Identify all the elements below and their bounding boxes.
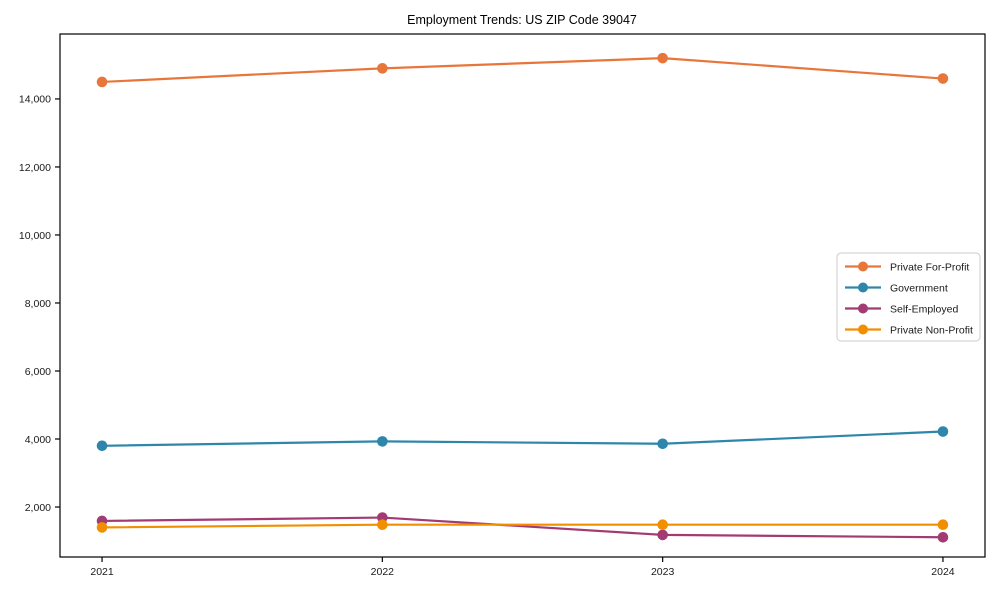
legend-marker-government bbox=[858, 282, 868, 293]
data-point-private-for-profit-2023 bbox=[657, 52, 668, 64]
data-point-self-employed-2024 bbox=[937, 531, 949, 543]
legend-label-government: Government bbox=[890, 282, 948, 294]
y-axis-tick-label: 4,000 bbox=[25, 434, 51, 446]
x-axis-tick-label: 2021 bbox=[90, 566, 114, 578]
series-line-self-employed bbox=[100, 516, 945, 539]
plot-frame bbox=[59, 33, 986, 558]
data-point-government-2022 bbox=[377, 436, 388, 447]
y-axis-tick-label: 10,000 bbox=[19, 230, 51, 242]
y-axis-tick-label: 8,000 bbox=[25, 298, 51, 310]
legend-label-self-employed: Self-Employed bbox=[890, 303, 958, 315]
data-point-government-2021 bbox=[96, 440, 108, 452]
data-point-private-for-profit-2022 bbox=[377, 63, 388, 74]
y-axis-tick-label: 6,000 bbox=[25, 366, 51, 378]
data-point-government-2024 bbox=[937, 426, 949, 437]
y-axis-tick-label: 2,000 bbox=[25, 502, 51, 514]
x-axis-tick-label: 2022 bbox=[371, 566, 395, 578]
x-axis-tick-label: 2024 bbox=[931, 566, 955, 578]
legend-marker-self-employed bbox=[858, 303, 868, 314]
data-point-self-employed-2023 bbox=[657, 529, 668, 541]
x-axis-tick-label: 2023 bbox=[651, 566, 675, 578]
series-line-private-non-profit bbox=[100, 523, 945, 529]
legend-marker-private-for-profit bbox=[858, 261, 868, 272]
data-point-private-for-profit-2024 bbox=[937, 73, 949, 84]
legend-marker-private-non-profit bbox=[858, 324, 868, 335]
chart-title: Employment Trends: US ZIP Code 39047 bbox=[407, 13, 637, 27]
data-point-private-non-profit-2024 bbox=[937, 519, 949, 530]
y-axis-tick-label: 12,000 bbox=[19, 162, 51, 174]
legend-label-private-for-profit: Private For-Profit bbox=[890, 261, 969, 273]
series-line-government bbox=[100, 430, 945, 447]
data-point-private-non-profit-2021 bbox=[96, 522, 108, 533]
series-line-private-for-profit bbox=[100, 57, 945, 84]
data-point-government-2023 bbox=[657, 438, 668, 450]
legend-label-private-non-profit: Private Non-Profit bbox=[890, 324, 973, 336]
legend-box bbox=[836, 252, 981, 342]
y-axis-tick-label: 14,000 bbox=[19, 94, 51, 106]
data-point-private-non-profit-2023 bbox=[657, 519, 668, 530]
data-point-private-non-profit-2022 bbox=[377, 519, 388, 530]
data-point-private-for-profit-2021 bbox=[96, 76, 108, 88]
